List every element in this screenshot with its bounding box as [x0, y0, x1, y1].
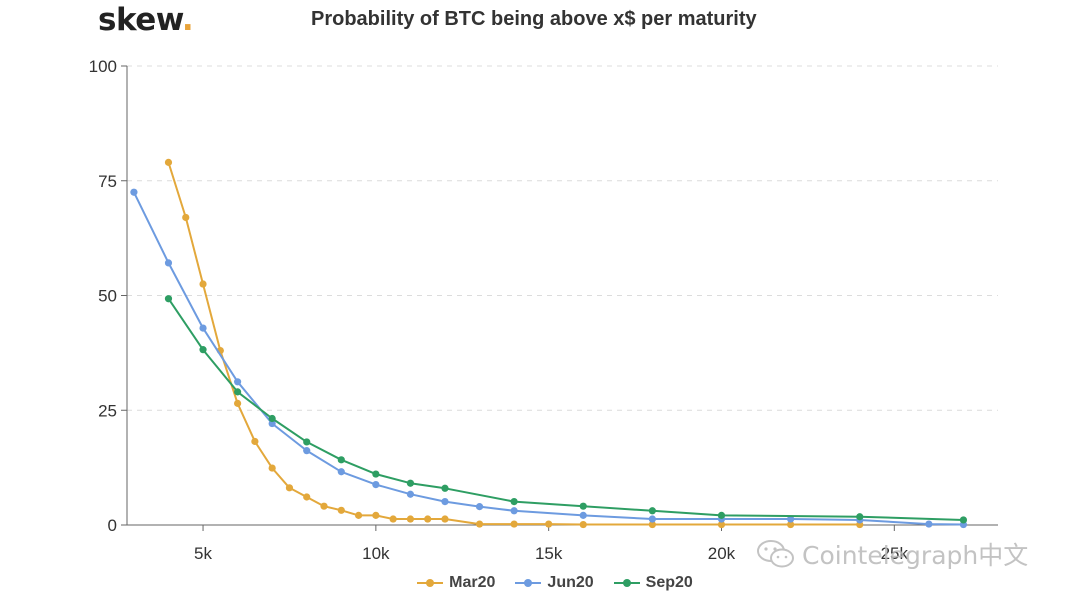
data-point-mar20 [406, 515, 415, 523]
data-point-sep20 [959, 516, 968, 524]
data-point-mar20 [648, 520, 656, 529]
data-point-mar20 [303, 493, 311, 501]
series-line-jun20 [133, 191, 964, 526]
y-tick-label-25: 25 [98, 401, 117, 420]
data-point-jun20 [130, 188, 138, 196]
data-point-mar20 [182, 213, 190, 222]
data-point-mar20 [441, 515, 449, 523]
data-point-jun20 [925, 520, 933, 528]
data-point-sep20 [579, 502, 587, 510]
data-point-sep20 [164, 295, 173, 303]
data-point-jun20 [372, 481, 380, 489]
series-jun20 [130, 188, 968, 529]
legend-item-mar20[interactable]: Mar20 [417, 574, 495, 592]
data-point-sep20 [234, 388, 242, 396]
data-point-jun20 [510, 507, 518, 515]
data-point-mar20 [285, 484, 294, 492]
watermark-text: Cointelegraph中文 [802, 541, 1029, 570]
legend-item-sep20[interactable]: Sep20 [613, 574, 693, 592]
legend-swatch-jun20 [515, 576, 542, 590]
data-point-sep20 [406, 479, 415, 487]
data-point-jun20 [337, 468, 345, 476]
data-point-mar20 [424, 515, 432, 523]
series-sep20 [164, 295, 968, 524]
data-point-jun20 [234, 378, 242, 386]
data-point-mar20 [510, 520, 518, 528]
data-point-sep20 [199, 346, 207, 354]
data-point-sep20 [648, 507, 656, 515]
data-point-mar20 [389, 515, 397, 523]
x-tick-label-5000: 5k [194, 544, 212, 563]
data-point-jun20 [787, 515, 795, 523]
data-point-jun20 [164, 259, 173, 267]
data-point-sep20 [510, 497, 518, 506]
legend-label-mar20: Mar20 [449, 574, 496, 591]
data-point-mar20 [199, 280, 207, 288]
data-point-mar20 [268, 464, 276, 472]
skew-logo: skew. [98, 2, 194, 38]
data-point-mar20 [475, 520, 484, 528]
data-point-mar20 [787, 520, 795, 529]
data-point-jun20 [268, 419, 276, 428]
x-tick-label-25000: 25k [881, 544, 909, 563]
legend-label-jun20: Jun20 [547, 574, 594, 591]
y-tick-label-50: 50 [98, 287, 117, 306]
series-mar20 [164, 158, 864, 529]
y-tick-label-0: 0 [108, 516, 117, 535]
data-point-mar20 [545, 520, 553, 528]
data-point-jun20 [199, 324, 207, 332]
chart-title: Probability of BTC being above x$ per ma… [311, 8, 757, 30]
data-point-sep20 [717, 511, 726, 519]
legend-swatch-mar20 [417, 576, 444, 590]
axes: 0 25 50 75 100 5k 10k 15k 20k 25k [89, 57, 998, 563]
legend-item-jun20[interactable]: Jun20 [515, 574, 594, 592]
data-point-jun20 [303, 447, 311, 455]
brand-dot: . [181, 2, 194, 38]
data-point-sep20 [303, 438, 311, 446]
data-point-mar20 [320, 502, 328, 510]
y-tick-label-75: 75 [98, 172, 117, 191]
data-point-jun20 [475, 503, 484, 511]
x-tick-label-10000: 10k [362, 544, 390, 563]
legend-label-sep20: Sep20 [645, 574, 693, 591]
data-point-mar20 [337, 506, 345, 514]
x-tick-label-20000: 20k [708, 544, 736, 563]
y-tick-label-100: 100 [89, 57, 117, 76]
data-point-mar20 [234, 399, 242, 407]
grid-lines [127, 65, 998, 411]
data-point-mar20 [251, 437, 259, 446]
data-point-sep20 [441, 484, 449, 492]
data-point-mar20 [717, 520, 726, 529]
brand-name: skew [98, 2, 182, 38]
data-point-mar20 [579, 520, 587, 529]
data-point-sep20 [856, 513, 864, 521]
legend: Mar20 Jun20 Sep20 [0, 574, 1080, 592]
data-point-mar20 [164, 158, 173, 166]
wechat-icon [757, 540, 794, 568]
data-point-mar20 [372, 511, 380, 519]
series-lines [130, 158, 968, 529]
data-point-jun20 [406, 490, 415, 498]
data-point-sep20 [337, 456, 345, 464]
x-tick-label-15000: 15k [535, 544, 563, 563]
data-point-jun20 [579, 511, 587, 519]
data-point-mar20 [354, 511, 363, 519]
data-point-jun20 [648, 515, 656, 523]
data-point-sep20 [372, 470, 380, 478]
data-point-jun20 [441, 497, 449, 506]
watermark: Cointelegraph中文 [756, 536, 1028, 572]
data-point-sep20 [268, 414, 276, 423]
legend-swatch-sep20 [613, 576, 640, 590]
